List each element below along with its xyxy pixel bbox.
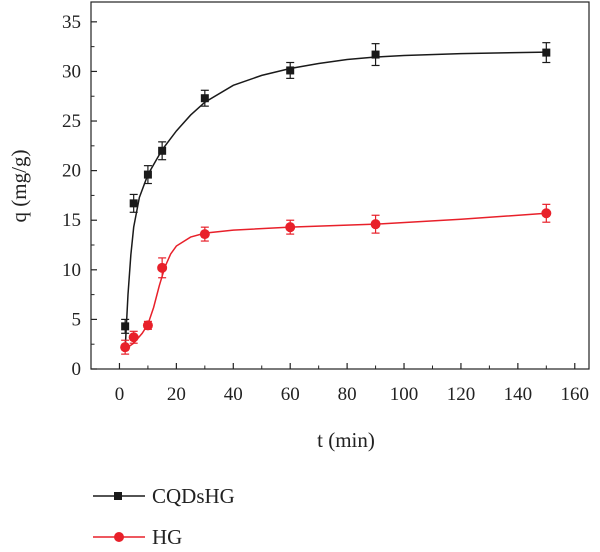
- x-tick-label: 100: [390, 384, 419, 405]
- legend: CQDsHG HG: [93, 484, 235, 549]
- y-tick-label: 30: [62, 61, 81, 82]
- legend-label-hg: HG: [152, 525, 182, 549]
- x-tick-label: 120: [447, 384, 476, 405]
- plot-area: [120, 42, 552, 355]
- fit-curve-hg: [124, 212, 547, 350]
- y-tick-label: 35: [62, 12, 81, 33]
- data-point-hg: [199, 229, 210, 240]
- y-tick-label: 5: [72, 309, 82, 330]
- data-point-cqdshg: [371, 50, 380, 59]
- data-point-cqdshg: [129, 199, 138, 208]
- data-point-hg: [541, 208, 552, 219]
- legend-label-cqdshg: CQDsHG: [152, 484, 235, 508]
- x-tick-label: 80: [338, 384, 357, 405]
- data-point-hg: [285, 222, 296, 233]
- y-tick-label: 15: [62, 210, 81, 231]
- data-point-cqdshg: [121, 322, 130, 331]
- data-point-hg: [142, 320, 153, 331]
- legend-item-hg: HG: [93, 525, 182, 549]
- y-tick-label: 20: [62, 161, 81, 182]
- legend-marker-cqdshg: [114, 492, 122, 500]
- data-point-cqdshg: [158, 146, 167, 155]
- series-hg: [120, 203, 552, 355]
- y-tick-label: 10: [62, 260, 81, 281]
- data-point-cqdshg: [200, 94, 209, 103]
- data-point-cqdshg: [143, 170, 152, 179]
- series-cqdshg: [121, 42, 551, 350]
- plot-frame: [90, 1, 590, 370]
- x-axis: 0 20 40 60 80 100 120 140 160: [115, 363, 589, 405]
- data-point-hg: [120, 342, 131, 353]
- data-point-hg: [370, 219, 381, 230]
- data-point-hg: [128, 332, 139, 343]
- x-tick-label: 40: [224, 384, 243, 405]
- x-tick-label: 60: [281, 384, 300, 405]
- x-tick-label: 0: [115, 384, 125, 405]
- data-point-hg: [157, 262, 168, 273]
- y-tick-label: 25: [62, 111, 81, 132]
- y-tick-label: 0: [72, 359, 82, 380]
- x-axis-title: t (min): [317, 428, 375, 452]
- x-tick-label: 140: [504, 384, 533, 405]
- y-axis-title: q (mg/g): [7, 150, 31, 223]
- x-tick-label: 20: [167, 384, 186, 405]
- data-point-cqdshg: [542, 48, 551, 57]
- x-tick-label: 160: [561, 384, 590, 405]
- legend-marker-hg: [114, 532, 124, 542]
- y-axis: 0 5 10 15 20 25 30 35: [62, 12, 97, 380]
- data-point-cqdshg: [286, 66, 295, 75]
- fit-curve-cqdshg: [124, 51, 547, 350]
- legend-item-cqdshg: CQDsHG: [93, 484, 235, 508]
